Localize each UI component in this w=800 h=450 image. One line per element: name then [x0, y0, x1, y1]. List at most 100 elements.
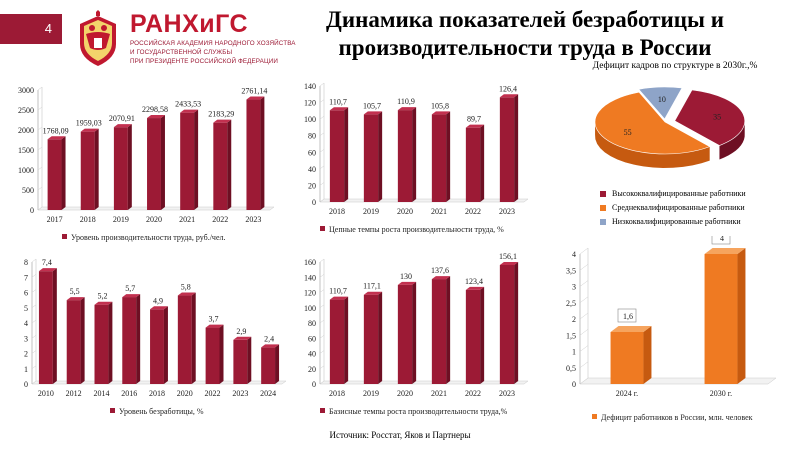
- grid-tick: [579, 345, 589, 352]
- y-tick-label: 100: [304, 304, 316, 313]
- pie-legend: Высококвалифицированные работники Среднек…: [600, 187, 746, 229]
- data-label: 2183,29: [208, 110, 234, 119]
- x-tick-label: 2023: [245, 215, 261, 224]
- data-label: 130: [400, 272, 412, 281]
- x-tick-label: 2023: [232, 389, 248, 398]
- legend-label: Среднеквалифицированные работники: [612, 203, 745, 212]
- y-tick-label: 60: [308, 334, 316, 343]
- legend-label: Дефицит работников в России, млн. челове…: [601, 413, 753, 422]
- x-tick-label: 2016: [121, 389, 137, 398]
- grid-tick: [579, 264, 589, 271]
- slide-title: Динамика показателей безработицы и произ…: [290, 6, 760, 62]
- x-tick-label: 2018: [329, 389, 345, 398]
- data-label: 123,4: [465, 277, 483, 286]
- grid-tick: [319, 182, 325, 186]
- worker-deficit-chart: 0 0,5 1 1,5 2 2,5 3 3,5 4 1,6 2024 г. 4 2030 г. Дефиц…: [548, 230, 788, 428]
- grid-tick: [319, 365, 325, 369]
- grid-tick: [319, 165, 325, 170]
- x-tick-label: 2021: [179, 215, 195, 224]
- y-tick-label: 2000: [18, 126, 34, 135]
- y-tick-label: 1: [572, 348, 576, 357]
- data-label: 7,4: [42, 258, 52, 267]
- y-tick-label: 20: [308, 181, 316, 190]
- grid-tick: [319, 289, 325, 293]
- grid-tick: [319, 82, 325, 87]
- grid-tick: [579, 247, 589, 255]
- bar: [180, 109, 199, 210]
- bar: [704, 248, 746, 384]
- grid-tick: [319, 274, 325, 278]
- legend-label: Цепные темпы роста производительности тр…: [329, 225, 504, 234]
- grid-tick: [579, 280, 589, 287]
- x-tick-label: 2018: [329, 207, 345, 216]
- data-label: 110,7: [329, 287, 347, 296]
- y-tick-label: 2500: [18, 106, 34, 115]
- data-label: 110,9: [397, 97, 415, 106]
- deficit-structure-pie: 35 55 10: [585, 78, 760, 178]
- x-tick-label: 2018: [80, 215, 96, 224]
- y-tick-label: 20: [308, 365, 316, 374]
- data-label: 1768,09: [43, 126, 69, 135]
- bar: [431, 276, 451, 384]
- y-tick-label: 1500: [18, 146, 34, 155]
- legend-label: Уровень производительности труда, руб./ч…: [71, 233, 226, 242]
- data-label: 2298,58: [142, 105, 168, 114]
- x-tick-label: 2018: [149, 389, 165, 398]
- grid-tick: [31, 365, 37, 369]
- y-tick-label: 120: [304, 289, 316, 298]
- bar: [610, 326, 652, 384]
- y-tick-label: 80: [308, 132, 316, 141]
- chart-floor: [319, 380, 529, 385]
- y-tick-label: 4: [24, 319, 28, 328]
- y-tick-label: 0: [312, 380, 316, 389]
- bar: [363, 291, 383, 384]
- data-label: 2070,91: [109, 114, 135, 123]
- x-tick-label: 2019: [113, 215, 129, 224]
- data-label: 5,2: [97, 292, 107, 301]
- grid-tick: [319, 115, 325, 120]
- bar: [213, 119, 232, 210]
- y-tick-label: 2,5: [566, 299, 576, 308]
- y-tick-label: 140: [304, 273, 316, 282]
- grid-tick: [37, 166, 43, 171]
- y-tick-label: 0: [30, 206, 34, 215]
- y-tick-label: 3: [572, 283, 576, 292]
- grid-tick: [319, 350, 325, 354]
- data-label: 2,9: [236, 327, 246, 336]
- data-label: 117,1: [363, 282, 381, 291]
- grid-tick: [579, 296, 589, 303]
- y-tick-label: 40: [308, 350, 316, 359]
- chain-svg: 0 20 40 60 80 100 120 140 110,7 2018 105,7 2019 110,…: [304, 82, 529, 234]
- y-tick-label: 0,5: [566, 364, 576, 373]
- bar: [177, 292, 196, 384]
- productivity-svg: 0 500 1000 1500 2000 2500 3000 1768,09 2017 1959,…: [18, 86, 275, 242]
- pie-legend-item: Среднеквалифицированные работники: [600, 201, 746, 215]
- unemployment-chart: 0 1 2 3 4 5 6 7 8 7,4 2010 5,5 2012 5,2 2014 5,7 2016 4,9…: [10, 250, 290, 422]
- grid-tick: [319, 335, 325, 339]
- logo-line: ПРИ ПРЕЗИДЕНТЕ РОССИЙСКОЙ ФЕДЕРАЦИИ: [130, 58, 278, 65]
- pie-slice: [674, 89, 746, 146]
- legend-label: Низкоквалифицированные работники: [612, 217, 741, 226]
- logo-line: И ГОСУДАРСТВЕННОЙ СЛУЖБЫ: [130, 49, 233, 56]
- data-label: 156,1: [499, 252, 517, 261]
- data-label: 89,7: [467, 115, 481, 124]
- chart-floor: [579, 377, 777, 385]
- grid-tick: [319, 99, 325, 103]
- source-note: Источник: Росстат, Яков и Партнеры: [329, 430, 471, 440]
- data-label-box: [617, 308, 637, 323]
- y-tick-label: 100: [304, 115, 316, 124]
- grid-tick: [319, 319, 325, 324]
- data-label: 1,6: [623, 312, 633, 321]
- data-label: 2,4: [264, 334, 274, 343]
- title-line: Динамика показателей безработицы и: [326, 7, 724, 32]
- legend-swatch: [592, 414, 597, 419]
- y-tick-label: 7: [24, 273, 28, 282]
- y-tick-label: 500: [22, 186, 34, 195]
- ranepa-logo: РАНХиГС РОССИЙСКАЯ АКАДЕМИЯ НАРОДНОГО ХО…: [72, 10, 352, 70]
- bar: [122, 294, 141, 384]
- y-tick-label: 8: [24, 258, 28, 267]
- x-tick-label: 2022: [212, 215, 228, 224]
- bar: [499, 94, 519, 202]
- logo-name: РАНХиГС: [130, 10, 249, 38]
- y-tick-label: 6: [24, 289, 28, 298]
